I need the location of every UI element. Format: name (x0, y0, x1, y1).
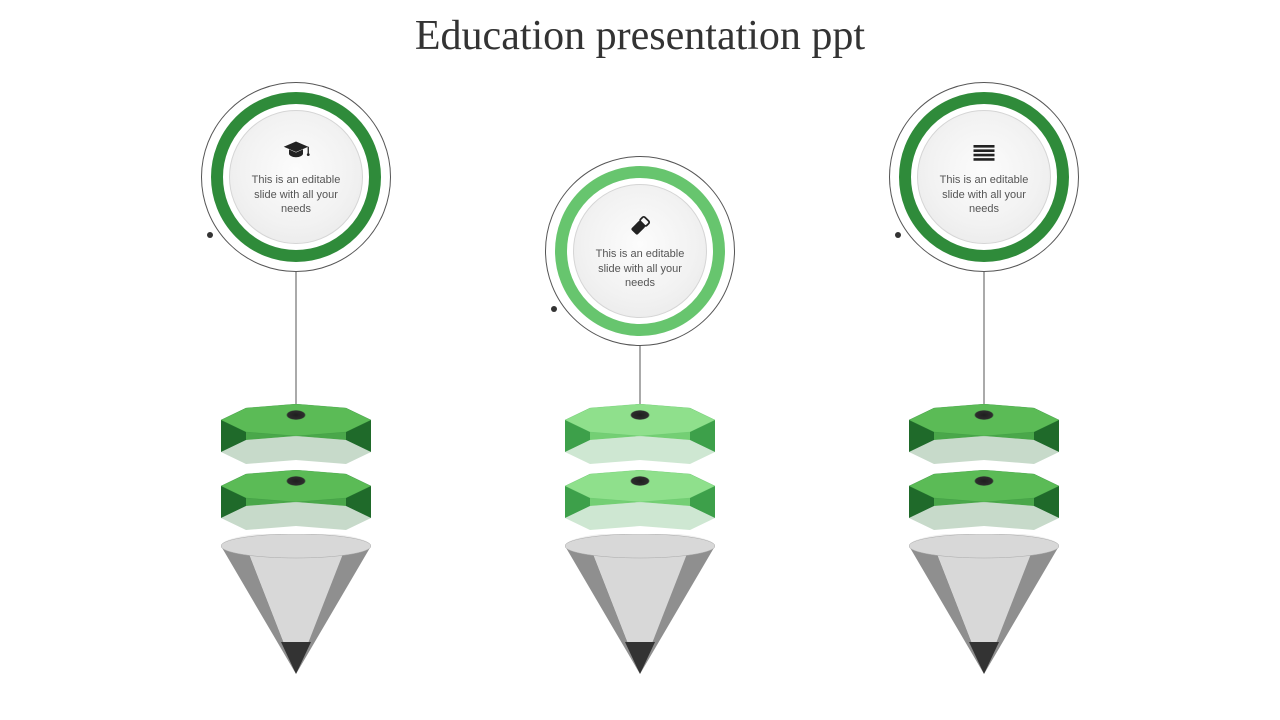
pencil-tip (221, 534, 371, 674)
pencil-shape (909, 404, 1059, 674)
badge-caption: This is an editable slide with all your … (932, 173, 1036, 218)
connector-line (296, 272, 297, 412)
pencil-shape (565, 404, 715, 674)
lead-hole (286, 410, 306, 420)
circle-badge: This is an editable slide with all your … (201, 82, 391, 272)
connector-line (984, 272, 985, 412)
lead-hole (974, 410, 994, 420)
books-icon (969, 137, 999, 167)
lead-hole (974, 476, 994, 486)
badge-disc: This is an editable slide with all your … (229, 110, 363, 244)
hex-bottom (221, 470, 371, 530)
orbit-dot (551, 306, 557, 312)
eraser-icon (625, 211, 655, 241)
orbit-dot (895, 232, 901, 238)
hex-top (565, 404, 715, 464)
badge-disc: This is an editable slide with all your … (573, 184, 707, 318)
badge-caption: This is an editable slide with all your … (244, 173, 348, 218)
grad-cap-icon (281, 137, 311, 167)
lead-hole (286, 476, 306, 486)
pencil-tip (565, 534, 715, 674)
hex-top (909, 404, 1059, 464)
pencil-shape (221, 404, 371, 674)
pencil-tip (909, 534, 1059, 674)
circle-badge: This is an editable slide with all your … (889, 82, 1079, 272)
hex-bottom (909, 470, 1059, 530)
lead-hole (630, 476, 650, 486)
hex-top (221, 404, 371, 464)
badge-disc: This is an editable slide with all your … (917, 110, 1051, 244)
orbit-dot (207, 232, 213, 238)
lead-hole (630, 410, 650, 420)
connector-line (640, 346, 641, 412)
circle-badge: This is an editable slide with all your … (545, 156, 735, 346)
badge-caption: This is an editable slide with all your … (588, 247, 692, 292)
page-title: Education presentation ppt (0, 12, 1280, 60)
hex-bottom (565, 470, 715, 530)
